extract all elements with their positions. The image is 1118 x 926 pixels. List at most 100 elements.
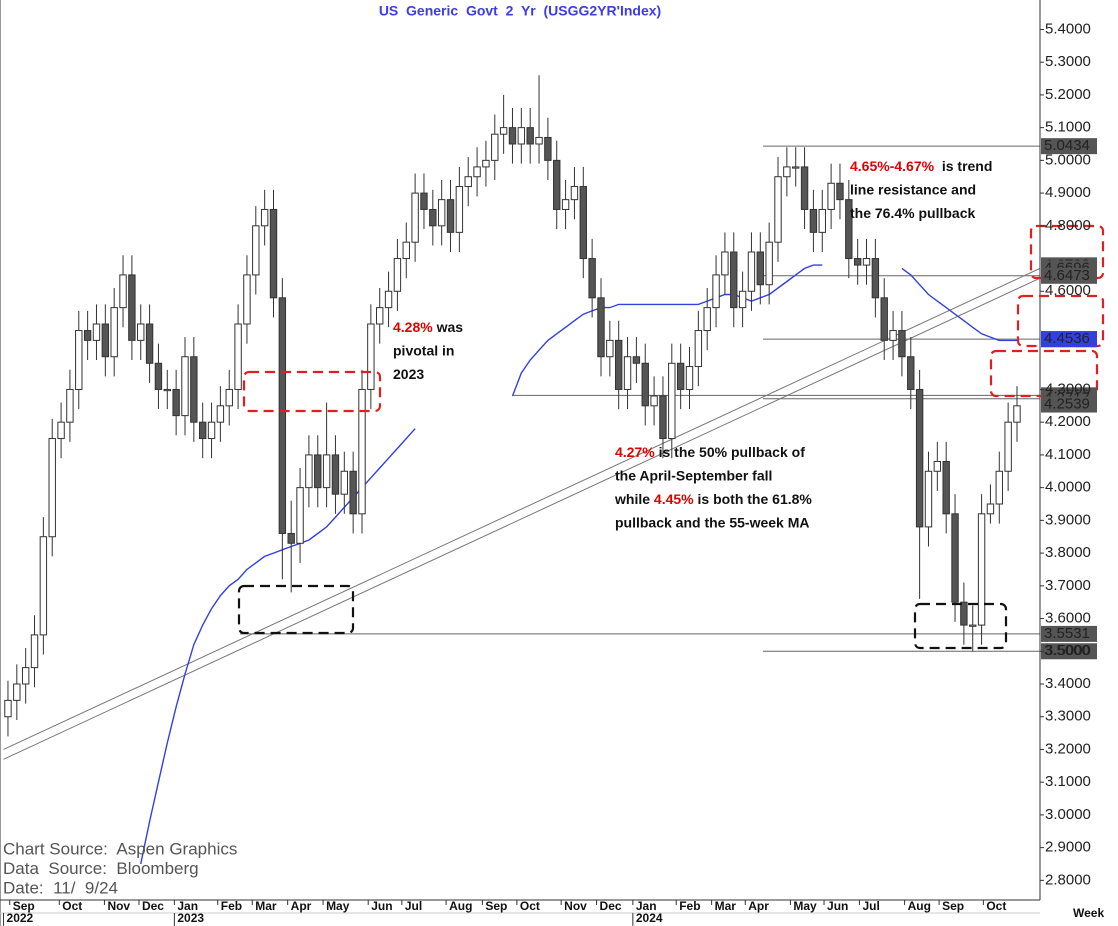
candle-body [482,159,490,168]
candle-body [924,470,933,528]
candle-body [597,297,605,358]
candle-body [66,388,74,423]
candle-body [331,454,340,495]
annotation: line resistance and [850,181,976,197]
candle-body [685,366,694,390]
candle-body [30,634,39,669]
candle-body [4,699,12,718]
x-tick-label: Dec [142,899,164,913]
annotation-text: is the 50% pullback of [655,444,805,460]
candle-body [190,356,198,423]
price-marker [1041,396,1097,413]
candle-body [1004,421,1012,472]
candle-body [570,186,579,201]
y-tick-label: 3.5000 [1045,642,1091,659]
candle-body [659,395,667,440]
candle-body [119,274,127,309]
annotation-text: 4.28% [393,319,433,335]
candle-body [668,362,676,440]
candle-body [322,454,331,489]
candle-body [880,297,888,341]
candle-body [21,667,30,685]
candle-body [39,536,48,636]
y-tick-label: 5.0000 [1045,151,1091,168]
annotation-text: while [614,491,654,507]
candle-body [128,274,136,341]
candle-body [411,192,419,243]
x-tick-label: Sep [485,899,507,913]
candle-body [694,330,703,368]
candle-body [765,241,773,286]
y-tick-label: 4.2000 [1045,413,1091,430]
candle-body [57,421,65,440]
x-tick-label: Nov [107,899,130,913]
candle-body [845,199,853,260]
candle-body [429,208,437,227]
x-tick-label: Dec [600,899,622,913]
candle-body [314,454,322,489]
price-marker-label: 4.6473 [1044,267,1090,284]
x-tick-label: Feb [679,899,700,913]
x-tick-label: Jul [405,899,422,913]
year-label: 2022 [7,911,34,925]
x-tick-label: Feb [221,899,242,913]
period-label: Week [1073,906,1104,920]
candle-body [792,166,800,169]
candle-body [172,388,180,417]
y-tick-label: 4.1000 [1045,446,1091,463]
candle-body [376,307,384,325]
candle-body [942,460,950,515]
candle-body [641,362,649,407]
candle-body [907,356,915,390]
candle-body [508,127,517,145]
candle-body [137,323,145,341]
candle-body [818,208,826,233]
candle-body [464,176,472,188]
source-note: Chart Source: Aspen Graphics [3,839,237,858]
price-marker [1041,138,1097,155]
x-tick-label: Jun [827,899,848,913]
candle-body [358,388,366,515]
candle-body [774,176,782,243]
y-tick-label: 3.6000 [1045,610,1091,627]
candle-body [977,513,986,626]
y-tick-label: 4.9000 [1045,184,1091,201]
candle-body [75,330,83,390]
candle-body [783,166,791,178]
candle-body [198,421,207,440]
candle-body [623,356,632,390]
annotation-text: 4.27% [615,444,655,460]
candle-body [384,290,393,309]
x-tick-label: May [793,899,817,913]
candle-body [579,186,587,260]
y-tick-label: 3.8000 [1045,544,1091,561]
annotation: 4.28% was [393,319,463,335]
black-box [913,602,1008,650]
year-label: 2023 [177,911,204,925]
candle-body [154,362,163,390]
x-tick-label: Sep [942,899,964,913]
y-tick-label: 5.2000 [1045,86,1091,103]
candle-body [614,339,623,390]
trend-line [3,277,1041,760]
candle-body [969,624,977,627]
x-tick-label: Apr [748,899,769,913]
candle-body [898,330,906,358]
price-marker [1041,331,1097,348]
annotation: the April-September fall [615,467,772,483]
candle-body [145,323,154,364]
y-tick-label: 5.1000 [1045,119,1091,136]
x-tick-label: May [326,899,350,913]
candle-body [207,421,216,440]
annotation: while 4.45% is both the 61.8% [614,491,812,507]
annotation-text: the April-September fall [615,467,772,483]
y-tick-label: 4.6000 [1045,282,1091,299]
candle-body [1013,405,1021,423]
candle-body [402,241,410,260]
y-tick-label: 4.3000 [1045,380,1091,397]
candle-body [92,323,101,341]
x-tick-label: Apr [291,899,312,913]
price-marker [1041,267,1097,284]
y-tick-label: 3.0000 [1045,806,1091,823]
